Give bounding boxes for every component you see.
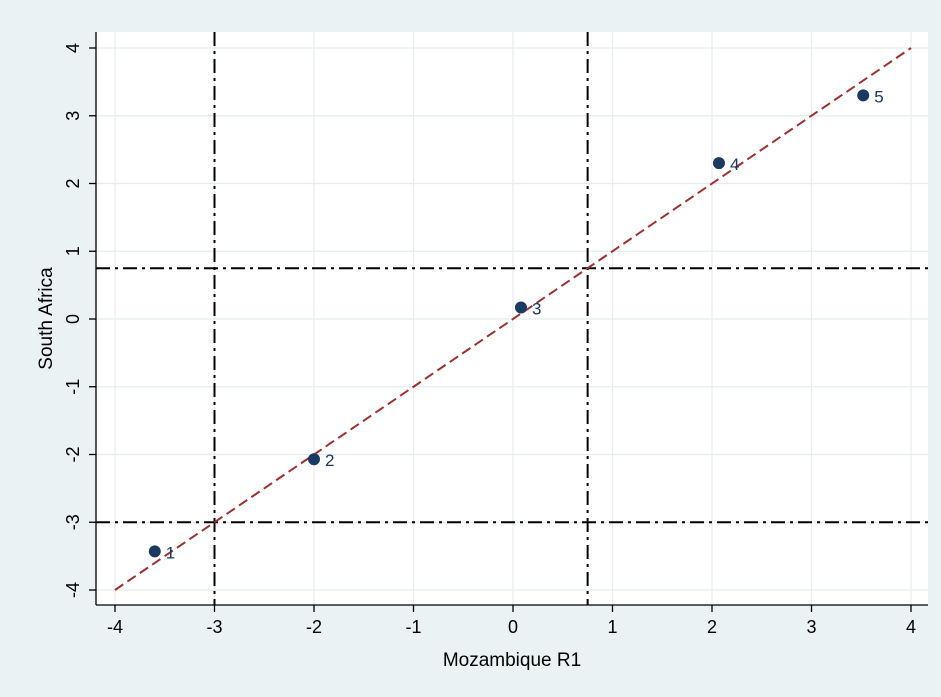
data-point (857, 89, 870, 102)
data-point-label: 4 (730, 155, 739, 174)
data-point-label: 5 (874, 87, 883, 106)
x-tick-label: -2 (306, 617, 322, 637)
y-tick-label: -2 (63, 446, 83, 462)
x-tick-label: -1 (405, 617, 421, 637)
data-point-label: 1 (166, 543, 175, 562)
x-tick-label: 0 (508, 617, 518, 637)
y-tick-label: -4 (63, 582, 83, 598)
data-points: 1 2 3 4 5 (148, 87, 884, 562)
x-tick-label: 1 (607, 617, 617, 637)
data-point (712, 157, 725, 170)
x-tick-label: 4 (906, 617, 916, 637)
diagonal-reference-line (114, 47, 912, 591)
x-tick-label: 2 (707, 617, 717, 637)
y-tick-label: -1 (63, 379, 83, 395)
x-tick-label: -3 (206, 617, 222, 637)
y-tick-label: -3 (63, 514, 83, 530)
axes: -4 -3 -2 -1 0 1 2 3 4 -4 -3 -2 -1 0 1 2 3 4 (63, 32, 928, 637)
y-tick-label: 3 (63, 111, 83, 121)
y-tick-label: 4 (63, 43, 83, 53)
x-axis-title: Mozambique R1 (443, 650, 581, 671)
x-tick-label: -4 (107, 617, 123, 637)
data-point (308, 453, 320, 466)
reference-lines (96, 32, 928, 605)
y-axis-title: South Africa (36, 267, 57, 370)
y-tick-label: 0 (63, 314, 83, 324)
data-point (148, 545, 161, 558)
y-tick-label: 2 (63, 178, 83, 188)
y-tick-label: 1 (63, 246, 83, 256)
data-point-label: 3 (532, 299, 541, 318)
data-point-label: 2 (325, 451, 334, 470)
x-tick-label: 3 (806, 617, 816, 637)
data-point (514, 301, 527, 314)
